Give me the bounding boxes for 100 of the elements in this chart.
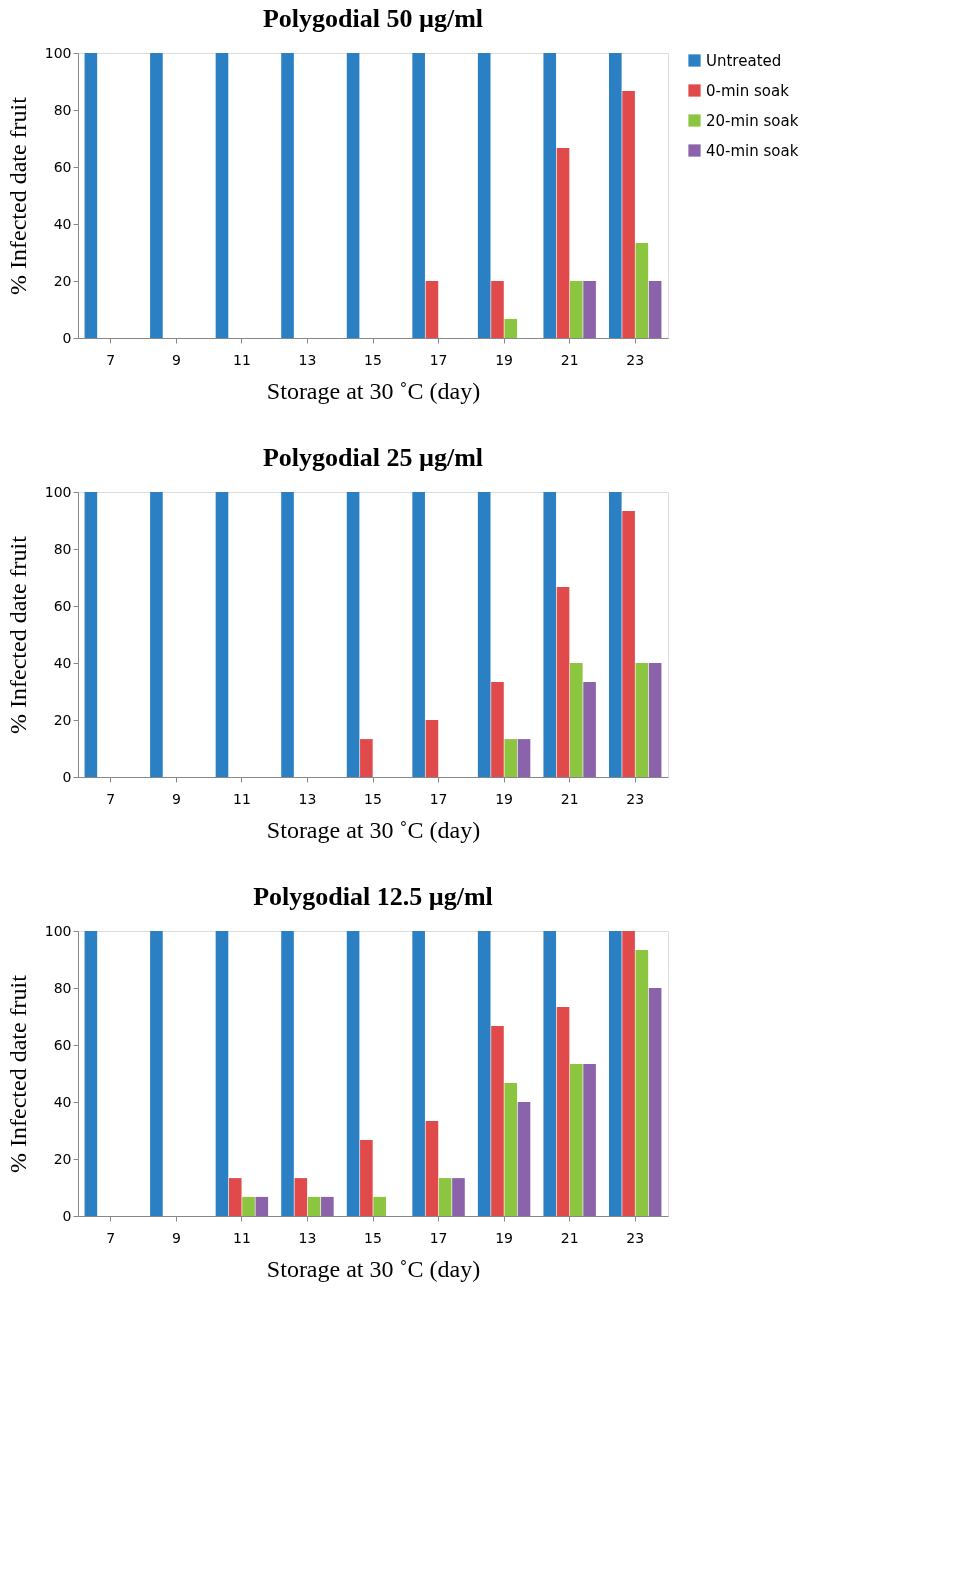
bar [346,931,360,1216]
chart-title: Polygodial 50 µg/ml [262,4,484,33]
bar [504,739,518,777]
x-tick-label: 7 [106,790,116,807]
bar [504,1082,518,1216]
x-tick-label: 9 [171,790,181,807]
y-tick-label: 80 [53,979,72,996]
x-tick-label: 17 [429,351,448,368]
bar [242,1196,255,1216]
bar [215,931,229,1216]
x-tick-label: 15 [364,1229,382,1246]
x-axis-title: Storage at 30 ˚C (day) [266,816,481,843]
bar [360,1139,373,1216]
legend-label: 0-min soak [706,81,790,100]
bar [543,53,557,338]
bar [648,663,662,777]
bar [321,1196,334,1216]
x-tick-label: 9 [171,351,181,368]
bar [648,281,662,338]
bar [412,492,425,777]
y-tick-label: 40 [53,654,72,671]
bar [425,720,439,777]
y-tick-label: 40 [53,215,72,232]
x-tick-label: 15 [364,351,382,368]
bar [228,1178,242,1216]
bar [583,1064,596,1216]
y-tick-label: 0 [62,768,72,785]
bar [648,988,662,1216]
bar [622,931,635,1216]
bar [556,147,570,338]
x-tick-label: 11 [232,790,251,807]
bar [570,281,583,338]
bar [556,1007,570,1216]
bar [425,1121,439,1216]
y-tick-label: 100 [44,922,72,939]
x-tick-label: 23 [626,1229,645,1246]
bar [281,492,294,777]
x-tick-label: 13 [298,790,317,807]
y-tick-label: 0 [62,329,72,346]
x-tick-label: 19 [495,790,514,807]
y-tick-label: 20 [53,272,72,289]
y-tick-label: 40 [53,1093,72,1110]
y-tick-label: 80 [53,540,72,557]
legend-label: Untreated [706,51,782,70]
bar [294,1178,308,1216]
y-axis-title: % Infected date fruit [4,96,31,295]
bar [491,1025,504,1216]
bar [150,492,163,777]
y-axis-title: % Infected date fruit [4,974,31,1173]
bar [543,492,557,777]
legend-label: 40-min soak [706,141,799,160]
x-tick-label: 11 [232,1229,251,1246]
x-tick-label: 19 [495,1229,514,1246]
x-tick-label: 23 [626,790,645,807]
bar [477,931,491,1216]
bar [477,492,491,777]
y-tick-label: 20 [53,711,72,728]
bar [346,53,360,338]
bar [543,931,557,1216]
bar [583,281,596,338]
x-tick-label: 21 [560,351,579,368]
bar [150,931,163,1216]
bar [255,1196,269,1216]
x-tick-label: 9 [171,1229,181,1246]
bar [491,281,504,338]
x-tick-label: 21 [560,1229,579,1246]
x-tick-label: 11 [232,351,251,368]
y-tick-label: 60 [53,597,72,614]
bar [635,663,649,777]
bar [477,53,491,338]
x-tick-label: 7 [106,1229,116,1246]
chart-title: Polygodial 12.5 µg/ml [253,882,493,911]
y-tick-label: 20 [53,1150,72,1167]
bar [84,492,98,777]
bar [622,90,635,338]
bar [583,682,596,777]
y-tick-label: 60 [53,1036,72,1053]
x-tick-label: 15 [364,790,382,807]
bar [360,739,373,777]
bar [570,1064,583,1216]
bar [281,931,294,1216]
bar [307,1196,321,1216]
bar [570,663,583,777]
bar [346,492,360,777]
bar [215,53,229,338]
bar [425,281,439,338]
bar [517,739,531,777]
bar [609,931,622,1216]
chart-title: Polygodial 25 µg/ml [262,443,484,472]
bar [438,1178,452,1216]
bar [150,53,163,338]
y-tick-label: 100 [44,44,72,61]
x-axis-title: Storage at 30 ˚C (day) [266,1255,481,1282]
y-tick-label: 60 [53,158,72,175]
y-axis-title: % Infected date fruit [4,535,31,734]
x-tick-label: 21 [560,790,579,807]
x-tick-label: 17 [429,790,448,807]
bar [504,318,518,338]
bar [412,931,425,1216]
x-tick-label: 7 [106,351,116,368]
